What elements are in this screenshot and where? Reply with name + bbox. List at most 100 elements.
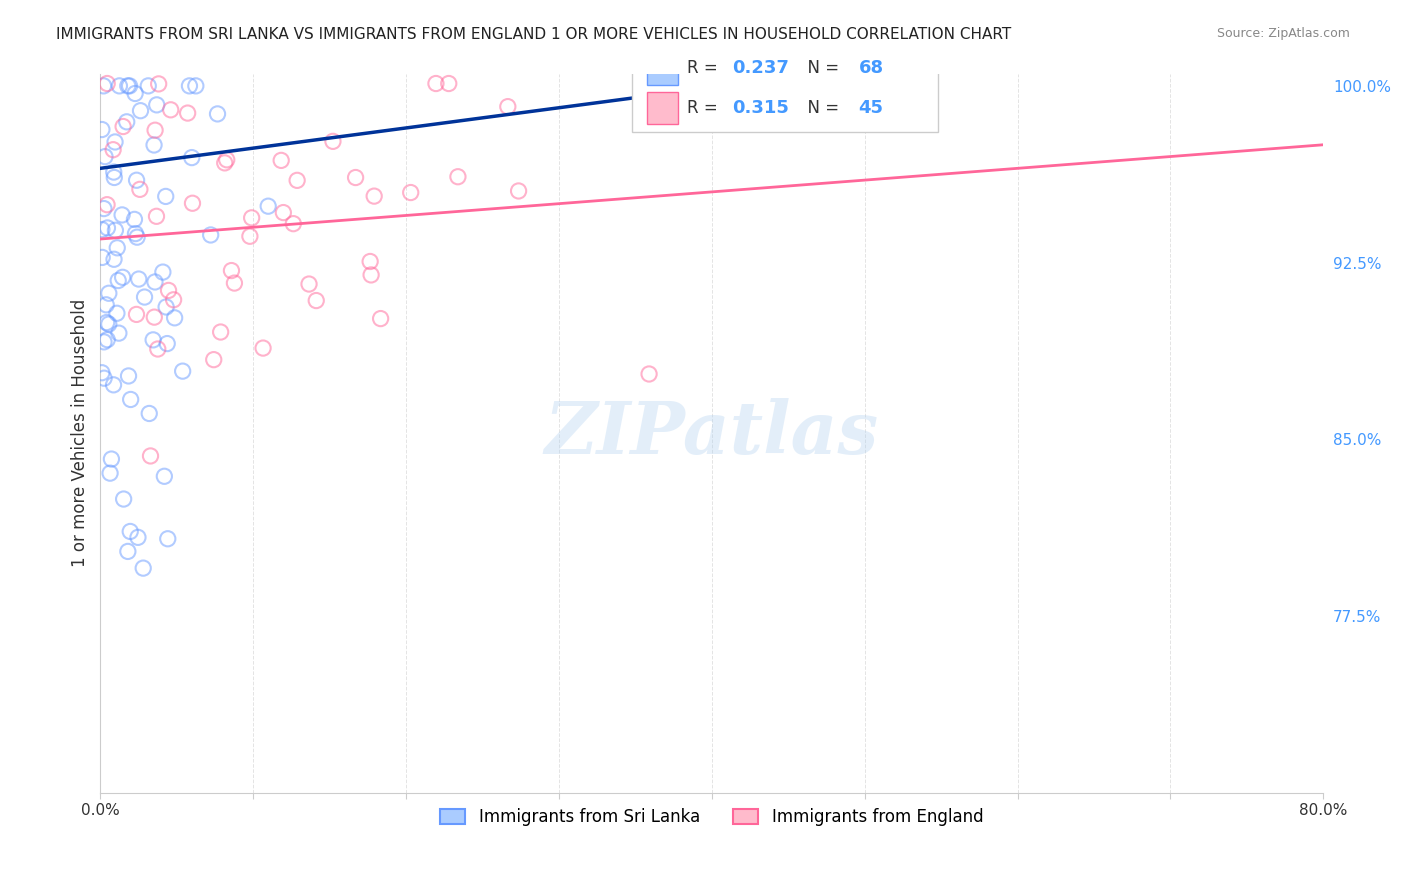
Point [142,333,165,347]
Point [111,208,134,222]
Point [399,186,422,200]
Text: N =: N = [797,60,845,78]
Point [239,229,262,244]
Point [90,222,112,236]
Point [138,407,160,421]
Point [200,227,222,242]
Point [172,364,194,378]
Legend: Immigrants from Sri Lanka, Immigrants from England: Immigrants from Sri Lanka, Immigrants fr… [432,800,991,835]
Text: N =: N = [797,99,845,117]
Point [155,300,177,314]
Point [117,368,139,383]
Point [360,268,382,282]
Point [221,263,243,277]
Point [508,184,530,198]
Point [305,293,328,308]
Point [257,199,280,213]
Point [127,530,149,544]
Point [363,189,385,203]
Point [159,103,181,117]
Point [215,153,238,167]
Text: ZIPatlas: ZIPatlas [544,398,879,469]
Point [93,78,115,93]
Point [91,251,114,265]
Point [214,156,236,170]
Point [283,217,305,231]
Point [107,273,129,287]
Point [132,561,155,575]
Point [104,223,127,237]
Point [148,77,170,91]
Point [285,173,308,187]
Point [111,270,134,285]
Point [207,107,229,121]
FancyBboxPatch shape [647,53,678,85]
Point [152,265,174,279]
Point [112,491,135,506]
Point [101,143,124,157]
Point [145,210,167,224]
FancyBboxPatch shape [647,92,678,124]
Point [90,122,112,136]
Point [447,169,470,184]
Point [143,123,166,137]
Text: 45: 45 [859,99,883,117]
Text: Source: ZipAtlas.com: Source: ZipAtlas.com [1216,27,1350,40]
Point [124,212,146,227]
Point [93,202,115,216]
Point [129,103,152,118]
Point [156,532,179,546]
Point [117,78,139,93]
Point [108,326,131,340]
Text: 0.315: 0.315 [733,99,790,117]
Point [96,316,118,330]
Point [128,182,150,196]
Point [179,78,201,93]
Point [103,377,125,392]
Point [136,78,159,93]
Point [104,135,127,149]
Point [273,205,295,219]
Point [209,325,232,339]
FancyBboxPatch shape [633,38,938,132]
Point [240,211,263,225]
Point [134,290,156,304]
Point [117,544,139,558]
Point [90,366,112,380]
Point [120,392,142,407]
Point [359,254,381,268]
Point [157,284,180,298]
Point [202,352,225,367]
Point [103,252,125,267]
Point [425,77,447,91]
Point [322,134,344,148]
Point [100,452,122,467]
Point [270,153,292,168]
Text: R =: R = [688,60,723,78]
Point [145,98,167,112]
Point [125,307,148,321]
Point [176,106,198,120]
Point [156,336,179,351]
Point [97,286,120,301]
Point [93,371,115,385]
Point [180,151,202,165]
Point [112,120,135,134]
Point [118,78,141,93]
Point [96,197,118,211]
Point [94,150,117,164]
Point [103,165,125,179]
Point [143,310,166,325]
Point [125,173,148,187]
Point [120,524,142,539]
Point [96,333,118,347]
Point [97,317,120,331]
Point [115,115,138,129]
Point [128,272,150,286]
Text: R =: R = [688,99,723,117]
Text: IMMIGRANTS FROM SRI LANKA VS IMMIGRANTS FROM ENGLAND 1 OR MORE VEHICLES IN HOUSE: IMMIGRANTS FROM SRI LANKA VS IMMIGRANTS … [56,27,1011,42]
Point [155,189,177,203]
Point [344,170,367,185]
Point [93,334,115,349]
Y-axis label: 1 or more Vehicles in Household: 1 or more Vehicles in Household [72,299,89,567]
